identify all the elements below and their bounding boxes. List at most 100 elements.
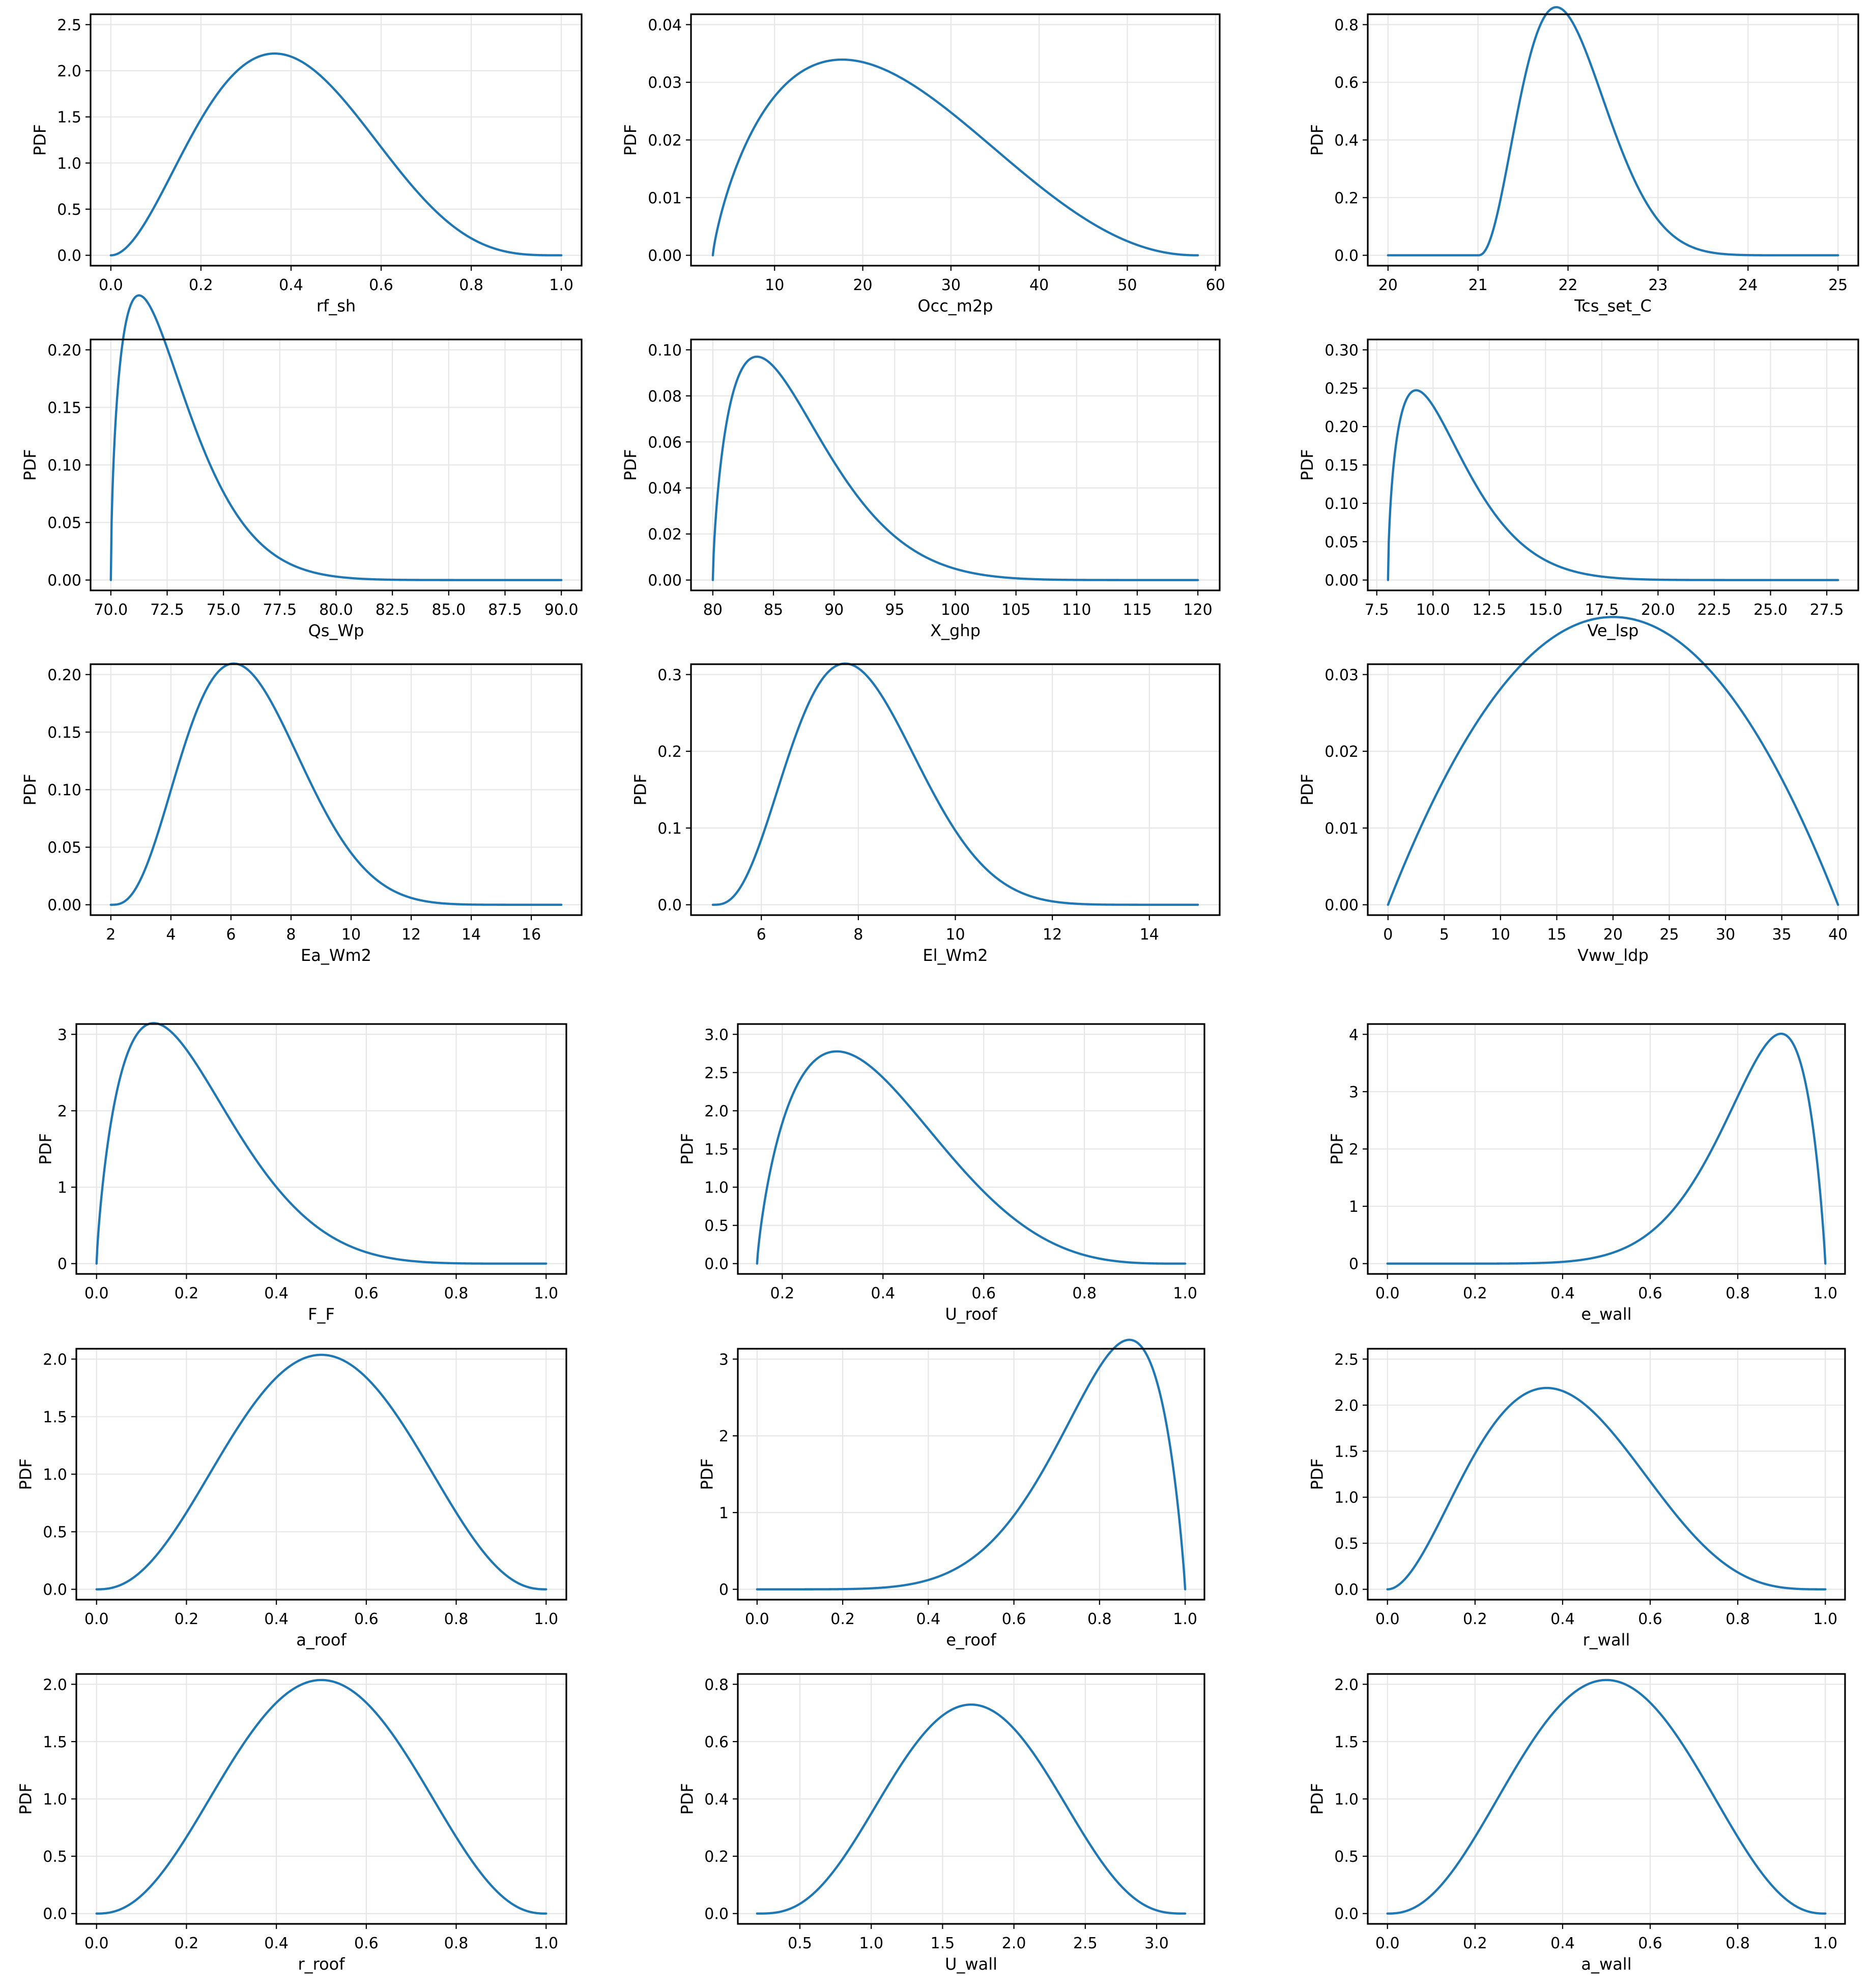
y-tick-label: 0.10 <box>47 782 81 800</box>
y-tick-label: 0.15 <box>1325 457 1359 475</box>
x-tick-label: 0.8 <box>1725 1285 1750 1302</box>
y-tick-label: 1.5 <box>43 1408 67 1426</box>
subplot-e_roof: 0.0 0.2 0.4 0.6 0.8 1.0 0 1 2 3 e_roof PDF <box>698 1339 1205 1650</box>
pdf-line <box>1387 6 1839 257</box>
y-axis-label: PDF <box>698 1458 717 1490</box>
y-tick-label: 0.20 <box>47 666 81 684</box>
y-tick-label: 0.15 <box>47 724 81 742</box>
y-tick-label: 0.20 <box>47 342 81 359</box>
x-tick-label: 1.0 <box>549 276 573 294</box>
subplot-U_roof: 0.2 0.4 0.6 0.8 1.0 0.0 0.5 1.0 1.5 2.0 2.5 3.0 U_ro… <box>678 1023 1205 1324</box>
grid <box>91 664 582 915</box>
pdf-line <box>109 52 563 257</box>
x-tick-label: 0.6 <box>354 1610 379 1628</box>
x-axis-label: Ve_lsp <box>1588 621 1639 640</box>
x-tick-label: 25 <box>1659 926 1679 944</box>
x-tick-label: 2.5 <box>1073 1935 1098 1952</box>
grid <box>91 14 582 266</box>
x-tick-label: 0.0 <box>745 1610 769 1628</box>
grid <box>1368 1674 1845 1924</box>
x-tick-label: 10 <box>945 926 965 944</box>
grid <box>1368 1349 1845 1600</box>
x-axis-label: Occ_m2p <box>917 296 993 316</box>
y-tick-label: 0.0 <box>704 1906 729 1923</box>
y-tick-label: 0.01 <box>648 189 682 207</box>
grid <box>691 339 1220 590</box>
x-tick-label: 0.0 <box>1375 1935 1400 1952</box>
x-tick-label: 0.0 <box>99 276 123 294</box>
subplot-e_wall: 0.0 0.2 0.4 0.6 0.8 1.0 0 1 2 3 4 e_wall PDF <box>1328 1023 1846 1324</box>
x-tick-label: 6 <box>226 926 236 944</box>
y-tick-label: 0.0 <box>1334 1581 1359 1599</box>
y-tick-label: 3 <box>719 1351 729 1369</box>
y-tick-label: 0.5 <box>1334 1535 1359 1553</box>
x-axis-label: e_roof <box>946 1630 996 1650</box>
grid <box>738 1349 1204 1600</box>
grid <box>1368 14 1858 266</box>
y-tick-label: 0.00 <box>1325 572 1359 590</box>
x-tick-label: 0.8 <box>1072 1285 1097 1302</box>
y-axis-label: PDF <box>621 124 640 156</box>
y-tick-label: 1 <box>1349 1198 1359 1216</box>
y-tick-label: 0.0 <box>704 1256 729 1273</box>
grid <box>738 1674 1204 1924</box>
x-tick-label: 1.0 <box>1173 1610 1197 1628</box>
x-axis-label: a_roof <box>296 1630 347 1650</box>
grid <box>1368 664 1858 915</box>
pdf-line <box>711 662 1199 906</box>
y-tick-label: 3 <box>57 1026 67 1044</box>
y-axis-label: PDF <box>31 124 50 156</box>
y-tick-label: 0.2 <box>1334 189 1359 207</box>
y-tick-label: 0.05 <box>47 515 81 532</box>
x-tick-label: 1.0 <box>859 1935 883 1952</box>
y-tick-label: 0.02 <box>648 526 682 544</box>
x-tick-label: 8 <box>286 926 296 944</box>
y-tick-label: 0.0 <box>57 247 81 265</box>
y-tick-label: 2.0 <box>57 63 81 80</box>
x-axis-label: U_wall <box>945 1954 997 1974</box>
x-tick-label: 40 <box>1828 926 1848 944</box>
pdf-line <box>109 662 563 906</box>
x-tick-label: 0.6 <box>1638 1610 1662 1628</box>
y-tick-label: 1.0 <box>43 1466 67 1484</box>
x-tick-label: 0.8 <box>444 1610 469 1628</box>
y-tick-label: 0.5 <box>704 1217 729 1235</box>
y-tick-label: 0.0 <box>43 1906 67 1923</box>
x-tick-label: 0.8 <box>444 1285 469 1302</box>
y-tick-label: 0.5 <box>43 1848 67 1866</box>
y-tick-label: 1.5 <box>1334 1734 1359 1751</box>
x-tick-label: 7.5 <box>1365 601 1389 619</box>
subplot-rf_sh: 0.0 0.2 0.4 0.6 0.8 1.0 0.0 0.5 1.0 1.5 2.0 2.5 rf_s… <box>31 13 583 316</box>
x-tick-label: 1.0 <box>1813 1285 1837 1302</box>
y-tick-label: 0.03 <box>1325 666 1359 684</box>
x-tick-label: 1.0 <box>534 1285 558 1302</box>
y-tick-label: 0.3 <box>657 666 682 684</box>
x-tick-label: 0.8 <box>444 1935 469 1952</box>
x-axis-label: e_wall <box>1581 1304 1631 1324</box>
pdf-line <box>109 294 563 581</box>
y-tick-label: 0.4 <box>1334 132 1359 150</box>
subplot-a_roof: 0.0 0.2 0.4 0.6 0.8 1.0 0.0 0.5 1.0 1.5 2.0 a_roof P… <box>16 1348 567 1650</box>
subplot-U_wall: 0.5 1.0 1.5 2.0 2.5 3.0 0.0 0.2 0.4 0.6 0.8 U_wall P… <box>678 1673 1205 1974</box>
y-tick-label: 0.05 <box>47 839 81 857</box>
y-tick-label: 0.03 <box>648 74 682 92</box>
y-tick-label: 1.5 <box>57 109 81 127</box>
x-tick-label: 20 <box>1378 276 1398 294</box>
x-axis-label: Vww_ldp <box>1577 946 1649 965</box>
subplot-El_Wm2: 6 8 10 12 14 0.0 0.1 0.2 0.3 El_Wm2 PDF <box>631 662 1221 965</box>
x-tick-label: 120 <box>1183 601 1212 619</box>
y-tick-label: 4 <box>1349 1026 1359 1044</box>
subplot-F_F: 0.0 0.2 0.4 0.6 0.8 1.0 0 1 2 3 F_F PDF <box>36 1022 567 1324</box>
x-tick-label: 30 <box>1716 926 1735 944</box>
subplot-X_ghp: 80 85 90 95 100 105 110 115 120 0.00 0.02 0.04 0.06 0… <box>621 338 1221 640</box>
y-tick-label: 0 <box>719 1581 729 1599</box>
x-tick-label: 60 <box>1206 276 1225 294</box>
x-tick-label: 14 <box>1140 926 1159 944</box>
x-tick-label: 0.4 <box>264 1285 289 1302</box>
subplot-Occ_m2p: 10 20 30 40 50 60 0.00 0.01 0.02 0.03 0.04 Occ_m2p P… <box>621 13 1225 316</box>
x-tick-label: 0.8 <box>459 276 483 294</box>
subplot-a_wall: 0.0 0.2 0.4 0.6 0.8 1.0 0.0 0.5 1.0 1.5 2.0 a_wall P… <box>1308 1673 1846 1974</box>
subplot-r_roof: 0.0 0.2 0.4 0.6 0.8 1.0 0.0 0.5 1.0 1.5 2.0 r_roof P… <box>16 1673 567 1974</box>
x-tick-label: 0.2 <box>175 1285 199 1302</box>
axes-frame <box>1367 1348 1846 1601</box>
